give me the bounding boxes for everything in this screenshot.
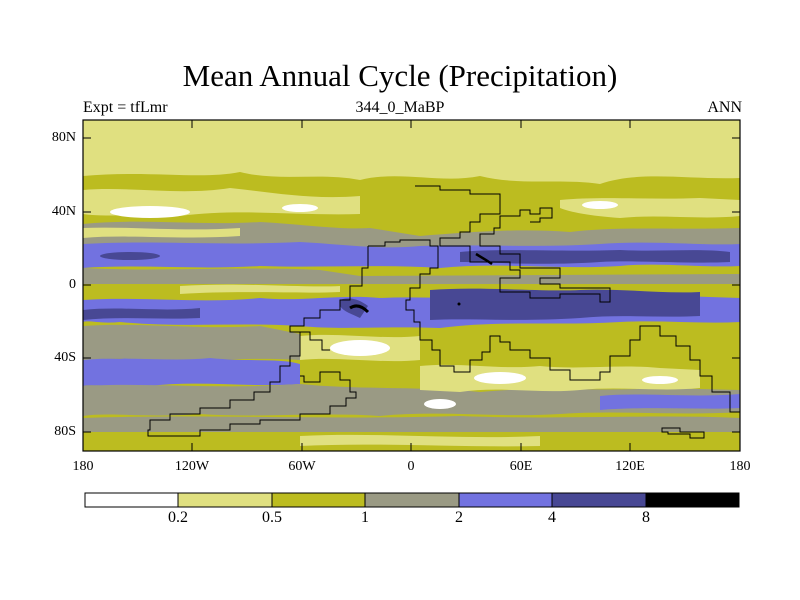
east-white-patch [582,201,618,209]
south-white-patch-4 [642,376,678,384]
lat-label-40s: 40S [54,350,76,365]
light-strip-north [83,227,240,238]
itcz-dark [460,250,730,264]
lon-label-120w: 120W [174,459,210,474]
se-island-outline [661,427,705,439]
dark-feature-1 [340,298,368,318]
colorbar-box-5 [458,492,553,508]
lat-label-80s: 80S [54,424,76,439]
colorbar-box-3 [271,492,366,508]
colorbar-box-1 [84,492,179,508]
lon-label-180w: 180 [72,459,94,474]
lon-label-120e: 120E [615,459,645,474]
north-light-band [83,144,740,184]
black-feature-1 [349,304,370,314]
south-dark-east [430,288,700,320]
colorbar-label-0-5: 0.5 [262,509,282,526]
south-blue-east [600,394,740,410]
precip-field [83,120,740,451]
season-label: ANN [707,99,742,116]
lat-label-0: 0 [69,277,76,292]
map-title: Mean Annual Cycle (Precipitation) [182,58,618,93]
itcz-dark-west [100,252,160,260]
period-label: 344_0_MaBP [355,99,445,116]
continent-outlines [147,185,740,439]
colorbar-box-4 [364,492,460,508]
south-dark-band [83,308,200,320]
lon-label-60e: 60E [509,459,533,474]
lat-label-80n: 80N [51,130,76,145]
south-polar-gray [83,416,740,432]
colorbar-label-2: 2 [455,509,463,526]
lon-label-0: 0 [407,459,415,474]
south-light-band [420,364,700,392]
gray-band-north [83,221,740,250]
black-feature-2 [475,252,493,266]
northern-landmass-outline [415,185,611,303]
colorbar-label-1: 1 [361,509,369,526]
south-blue-west [83,358,300,387]
black-feature-3 [457,302,461,306]
south-gray-mid [83,384,740,416]
south-gray-west [83,324,300,361]
colorbar-label-8: 8 [642,509,650,526]
eq-light-strip [180,284,340,294]
colorbar [84,492,740,508]
equatorial-gray [83,268,740,284]
south-white-patch-1 [330,340,390,356]
colorbar-label-0-2: 0.2 [168,509,188,526]
lon-label-60w: 60W [288,459,316,474]
south-polar-light [300,434,540,447]
lon-label-180e: 180 [729,459,751,474]
colorbar-label-4: 4 [548,509,556,526]
lat-label-40n: 40N [51,204,76,219]
south-white-patch-2 [474,372,526,384]
experiment-label: Expt = tfLmr [83,99,168,116]
sw-landmass-outline [147,246,369,437]
n-white-patch-2 [282,204,318,212]
west-landmass-outline [368,239,740,413]
colorbar-box-6 [551,492,647,508]
colorbar-box-2 [177,492,273,508]
n-white-patch-1 [110,206,190,218]
axis-ticks [83,120,740,451]
colorbar-box-7 [645,492,740,508]
interior-outline [300,331,330,351]
south-white-patch-3 [424,399,456,409]
